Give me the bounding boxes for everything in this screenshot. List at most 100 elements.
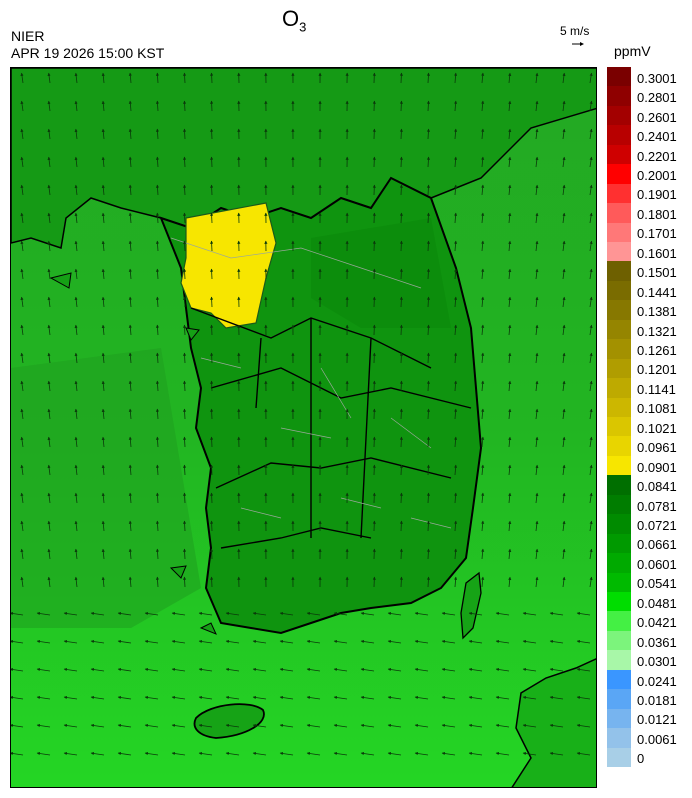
wind-vector-arrow <box>11 611 24 616</box>
legend-unit: ppmV <box>614 43 651 59</box>
wind-vector-arrow <box>306 723 321 728</box>
wind-vector-arrow <box>117 639 132 644</box>
west-islands <box>49 272 217 635</box>
wind-vector-arrow <box>47 240 51 252</box>
wind-vector-arrow <box>74 296 78 308</box>
wind-vector-arrow <box>155 128 160 140</box>
wind-vector-arrow <box>508 212 512 224</box>
wind-vector-arrow <box>562 268 566 280</box>
wind-vector-arrow <box>101 548 105 560</box>
wind-vector-arrow <box>47 352 51 364</box>
wind-vector-arrow <box>128 240 132 252</box>
wind-vector-arrow <box>426 240 431 252</box>
wind-vector-arrow <box>128 72 132 84</box>
wind-vector-arrow <box>441 695 456 700</box>
wind-vector-arrow <box>117 611 132 616</box>
wind-vector-arrow <box>101 352 105 364</box>
wind-vector-arrow <box>101 184 105 196</box>
wind-vector-arrow <box>252 611 267 616</box>
wind-vector-arrow <box>535 240 539 252</box>
wind-vector-arrow <box>128 492 132 504</box>
wind-vector-arrow <box>306 611 321 616</box>
wind-vector-arrow <box>589 408 593 420</box>
wind-vector-arrow <box>426 492 431 504</box>
wind-vector-arrow <box>535 520 539 532</box>
wind-vector-arrow <box>144 723 159 728</box>
wind-vector-arrow <box>74 352 78 364</box>
wind-vector-arrow <box>481 296 485 308</box>
wind-vector-arrow <box>20 296 24 308</box>
wind-vector-arrow <box>508 268 512 280</box>
colorbar-tick-label: 0.0061 <box>637 731 677 747</box>
wind-vector-arrow <box>576 667 591 672</box>
colorbar-swatch <box>607 650 631 671</box>
wind-vector-arrow <box>399 380 403 392</box>
wind-vector-arrow <box>101 464 105 476</box>
wind-vector-arrow <box>562 408 566 420</box>
wind-vector-arrow <box>144 667 159 672</box>
wind-vector-arrow <box>549 639 564 644</box>
colorbar-swatch <box>607 203 631 224</box>
wind-vector-arrow <box>198 667 213 672</box>
wind-vector-arrow <box>426 268 431 280</box>
colorbar-swatch <box>607 280 631 301</box>
wind-vector-arrow <box>426 548 431 560</box>
wind-vector-arrow <box>210 240 214 252</box>
wind-vector-arrow <box>90 695 105 700</box>
wind-vector-arrow <box>74 184 78 196</box>
colorbar-swatch <box>607 144 631 165</box>
colorbar-tick-label: 0.1081 <box>637 401 677 417</box>
wind-vector-arrow <box>210 464 214 476</box>
wind-vector-arrow <box>47 548 51 560</box>
wind-vector-arrow <box>210 576 214 588</box>
wind-vector-arrow <box>74 548 78 560</box>
wind-vector-arrow <box>128 128 132 140</box>
wind-vector-arrow <box>562 212 566 224</box>
ozone-map[interactable] <box>10 67 597 788</box>
wind-vector-arrow <box>481 576 485 588</box>
colorbar-swatch <box>607 67 631 87</box>
wind-vector-arrow <box>47 268 51 280</box>
wind-vector-arrow <box>47 408 51 420</box>
colorbar-swatch <box>607 572 631 593</box>
wind-vector-arrow <box>144 751 159 756</box>
wind-vector-arrow <box>128 436 132 448</box>
wind-vector-arrow <box>101 212 105 224</box>
wind-vector-arrow <box>535 268 539 280</box>
colorbar-swatch <box>607 708 631 729</box>
wind-vector-arrow <box>198 695 213 700</box>
wind-vector-arrow <box>426 520 431 532</box>
wind-vector-arrow <box>360 611 375 616</box>
wind-vector-arrow <box>399 156 403 168</box>
wind-vector-arrow <box>481 436 485 448</box>
wind-vector-arrow <box>101 324 105 336</box>
wind-vector-arrow <box>210 72 214 84</box>
wind-vector-arrow <box>128 576 132 588</box>
colorbar <box>607 67 631 768</box>
wind-vector-arrow <box>562 352 566 364</box>
colorbar-tick-label: 0.1141 <box>637 381 676 397</box>
wind-vector-arrow <box>128 352 132 364</box>
wind-vector-arrow <box>414 723 429 728</box>
wind-vector-arrow <box>182 352 187 364</box>
wind-vector-arrow <box>562 296 566 308</box>
wind-vector-arrow <box>562 548 566 560</box>
wind-vector-arrow <box>508 436 512 448</box>
wind-vector-arrow <box>453 296 458 308</box>
wind-vector-arrow <box>426 352 431 364</box>
wind-vector-arrow <box>481 520 485 532</box>
wind-vector-arrow <box>306 695 321 700</box>
wind-vector-arrow <box>90 639 105 644</box>
wind-vector-arrow <box>210 436 214 448</box>
wind-vector-arrow <box>101 492 105 504</box>
wind-vector-arrow <box>128 268 132 280</box>
wind-vector-arrow <box>74 408 78 420</box>
wind-vector-arrow <box>576 751 591 756</box>
wind-vector-arrow <box>210 184 214 196</box>
wind-vector-arrow <box>414 611 429 616</box>
wind-vector-arrow <box>20 380 24 392</box>
wind-vector-arrow <box>399 548 403 560</box>
title-subscript: 3 <box>299 19 307 35</box>
wind-vector-arrow <box>562 128 566 140</box>
wind-vector-arrow <box>535 436 539 448</box>
